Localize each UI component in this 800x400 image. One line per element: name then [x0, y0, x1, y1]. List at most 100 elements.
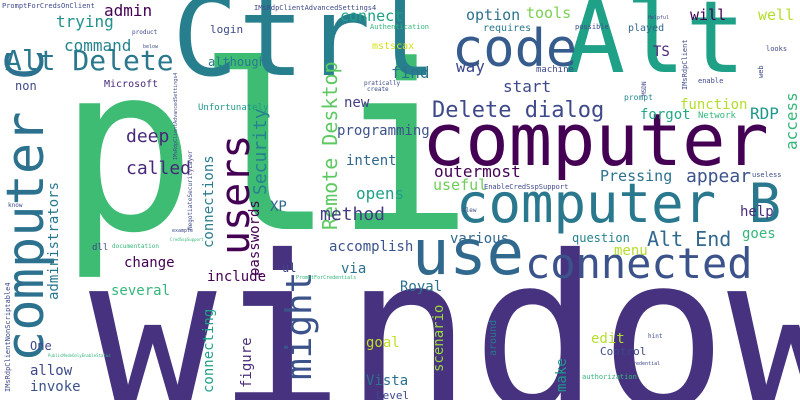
word-deep: deep — [126, 126, 170, 147]
word-connections: connections — [201, 155, 217, 248]
word-accomplish: accomplish — [329, 239, 414, 255]
word-although: although — [208, 55, 266, 69]
word-start: start — [503, 77, 552, 96]
word-login: login — [210, 23, 244, 36]
word-royal: Royal — [400, 279, 443, 295]
word-authentication: Authentication — [370, 23, 430, 31]
word-hint: hint — [648, 333, 663, 340]
word-opens: opens — [356, 184, 405, 203]
word-trying: trying — [56, 12, 114, 31]
word-called: called — [126, 158, 192, 179]
word-pressing: Pressing — [600, 167, 673, 185]
word-rdp: RDP — [750, 104, 779, 123]
word-well: well — [758, 6, 795, 24]
word-delete-dialog: Delete dialog — [432, 98, 605, 123]
word-prompt: prompt — [624, 93, 653, 102]
word-find: find — [391, 63, 430, 82]
word-function: function — [680, 97, 748, 113]
word-network: Network — [698, 111, 736, 121]
word-way: way — [456, 57, 485, 76]
word-possible: possible — [575, 23, 609, 31]
word-window: window — [89, 210, 800, 400]
word-microsoft: Microsoft — [104, 79, 159, 90]
word-connecting: connecting — [201, 308, 217, 393]
word-alt-end: Alt End — [647, 227, 732, 251]
word-looks: looks — [766, 45, 788, 53]
word-access: access — [782, 92, 800, 150]
word-allow: allow — [30, 363, 73, 379]
word-method: method — [320, 204, 386, 225]
word-web: web — [757, 65, 765, 78]
word-product: product — [132, 29, 158, 36]
word-msdn: MSDN — [641, 81, 648, 96]
word-machine: machine — [536, 65, 574, 75]
word-connect: connect — [340, 7, 404, 25]
word-ul: ul — [282, 261, 297, 275]
word-include: include — [207, 269, 267, 285]
word-various: various — [450, 231, 510, 247]
word-option: option — [466, 6, 521, 24]
word-xp: XP — [270, 199, 287, 215]
word-useful: useful — [433, 176, 488, 194]
word-example: example — [172, 228, 194, 234]
word-question: question — [572, 231, 630, 245]
word-enablecredsspsupport: EnableCredSspSupport — [484, 183, 569, 191]
word-promptforcredentials: PromptForCredentials — [296, 275, 357, 281]
word-scenario: scenario — [431, 304, 447, 372]
word-imsrdpclientadvancedsettings4-vertical: IMsRdpClientAdvancedSettings4 — [173, 72, 179, 160]
word-imsrdpclient: IMsRdpClient — [681, 39, 689, 90]
word-several: several — [111, 283, 171, 299]
word-publicmodeonlyenablestatus: PublicModeOnlyEnableStatus — [48, 353, 111, 358]
word-useless: useless — [752, 171, 782, 179]
word-admin: admin — [104, 1, 153, 20]
word-know: know — [8, 202, 23, 209]
word-played: played — [628, 23, 665, 34]
word-make: make — [554, 358, 570, 392]
word-forgot: forgot — [640, 107, 691, 123]
word-command: command — [64, 36, 132, 55]
word-unfortunately: Unfortunately — [198, 103, 269, 113]
word-level: Level — [376, 389, 410, 400]
word-tools: tools — [526, 4, 572, 22]
word-control: Control — [600, 345, 647, 358]
word-administrators: administrators — [46, 181, 62, 300]
word-connected: connected — [525, 239, 753, 288]
word-dll: dll — [92, 243, 109, 253]
word-programming: programming — [337, 123, 430, 139]
word-invoke: invoke — [30, 379, 81, 395]
word-around: around — [488, 319, 499, 356]
word-slew: slew — [462, 207, 477, 214]
word-pli: pli — [58, 17, 474, 284]
word-computer: computer — [422, 98, 769, 182]
word-security: Security — [250, 108, 271, 195]
word-imsrdpclientadvancedsettings4: IMsRdpClientAdvancedSettings4 — [254, 4, 377, 12]
word-new: new — [344, 95, 370, 111]
word-negotiatesecuritylayer: NegotiateSecurityLayer — [187, 150, 194, 230]
word-goal: goal — [366, 335, 400, 351]
word-documentation: documentation — [112, 243, 159, 250]
word-requires: requires — [483, 23, 532, 34]
word-outermost: outermost — [434, 162, 521, 181]
word-goes: goes — [742, 226, 776, 242]
word-via: via — [341, 261, 367, 277]
word-alt-delete: Alt Delete — [5, 44, 174, 77]
word-help: help — [740, 204, 774, 220]
word-one: One — [30, 339, 52, 353]
word-change: change — [124, 255, 175, 271]
word-figure: figure — [239, 337, 255, 388]
word-authorization: authorization — [582, 373, 637, 381]
word-menu: menu — [614, 243, 648, 259]
word-edit: edit — [591, 331, 625, 347]
word-ctrl: Ctrl — [172, 0, 437, 101]
word-helpful: Helpful — [648, 15, 670, 21]
word-credential: credential — [630, 361, 661, 367]
word-computer-b: computer B — [456, 172, 782, 235]
word-enable: enable — [698, 77, 724, 85]
word-non: non — [15, 79, 37, 93]
word-appear: appear — [686, 166, 752, 187]
word-use: use — [412, 216, 524, 289]
word-promptforcredsonclient: PromptForCredsOnClient — [2, 2, 95, 10]
word-pratically: pratically — [364, 80, 401, 87]
word-vista: Vista — [366, 373, 409, 389]
